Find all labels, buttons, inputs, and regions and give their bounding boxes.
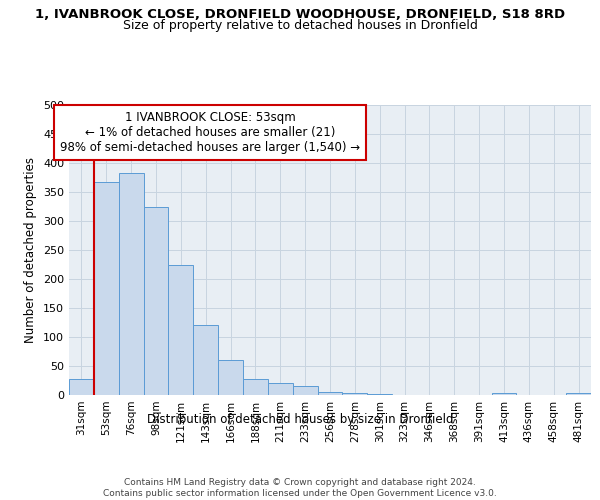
Y-axis label: Number of detached properties: Number of detached properties — [25, 157, 37, 343]
Bar — [218, 360, 243, 395]
Text: 1, IVANBROOK CLOSE, DRONFIELD WOODHOUSE, DRONFIELD, S18 8RD: 1, IVANBROOK CLOSE, DRONFIELD WOODHOUSE,… — [35, 8, 565, 20]
Bar — [243, 379, 268, 395]
Text: Distribution of detached houses by size in Dronfield: Distribution of detached houses by size … — [147, 412, 453, 426]
Bar — [69, 379, 94, 395]
Bar — [566, 392, 591, 395]
Bar — [169, 264, 193, 395]
Bar — [293, 386, 317, 395]
Bar — [119, 173, 143, 395]
Bar — [193, 325, 218, 395]
Text: Contains HM Land Registry data © Crown copyright and database right 2024.
Contai: Contains HM Land Registry data © Crown c… — [103, 478, 497, 498]
Text: Size of property relative to detached houses in Dronfield: Size of property relative to detached ho… — [122, 19, 478, 32]
Bar — [143, 206, 169, 395]
Bar — [268, 383, 293, 395]
Bar — [94, 182, 119, 395]
Bar — [343, 394, 367, 395]
Bar — [491, 392, 517, 395]
Bar — [367, 394, 392, 395]
Bar — [317, 392, 343, 395]
Text: 1 IVANBROOK CLOSE: 53sqm
← 1% of detached houses are smaller (21)
98% of semi-de: 1 IVANBROOK CLOSE: 53sqm ← 1% of detache… — [60, 111, 360, 154]
